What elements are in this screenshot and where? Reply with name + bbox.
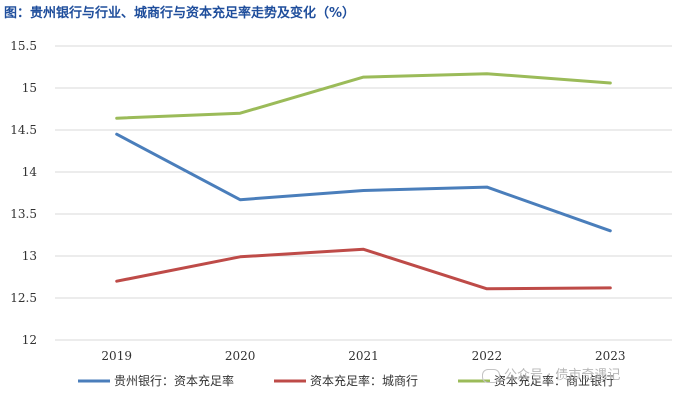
- chart-title: 图：贵州银行与行业、城商行与资本充足率走势及变化（%）: [4, 6, 356, 21]
- legend-label: 资本充足率：城商行: [310, 373, 418, 388]
- x-tick-label: 2023: [595, 349, 626, 363]
- x-tick-label: 2022: [472, 349, 503, 363]
- legend: 贵州银行：资本充足率 资本充足率：城商行 资本充足率：商业银行: [78, 373, 614, 388]
- gridlines: [55, 45, 672, 341]
- x-tick-label: 2019: [101, 349, 132, 363]
- legend-label: 资本充足率：商业银行: [494, 373, 614, 388]
- x-tick-label: 2020: [225, 349, 256, 363]
- y-axis-ticks: 12 12.5 13 13.5 14 14.5 15 15.5: [10, 39, 37, 347]
- y-tick-label: 13: [22, 249, 37, 263]
- y-tick-label: 12: [22, 333, 37, 347]
- y-tick-label: 15: [22, 81, 37, 95]
- y-tick-label: 15.5: [10, 39, 37, 53]
- watermark: 公众号 · 债市奇遇记: [482, 364, 620, 383]
- x-axis-ticks: 2019 2020 2021 2022 2023: [101, 349, 625, 363]
- y-tick-label: 13.5: [10, 207, 37, 221]
- y-tick-label: 14.5: [10, 123, 37, 137]
- legend-label: 贵州银行：资本充足率: [114, 373, 234, 388]
- series-line: [115, 72, 612, 120]
- watermark-text: 公众号 · 债市奇遇记: [504, 368, 621, 383]
- y-tick-label: 12.5: [10, 291, 37, 305]
- series-line: [115, 132, 612, 233]
- series-lines: [115, 72, 612, 291]
- series-line: [115, 247, 612, 291]
- x-tick-label: 2021: [348, 349, 379, 363]
- wechat-icon: [482, 368, 500, 383]
- y-tick-label: 14: [22, 165, 38, 179]
